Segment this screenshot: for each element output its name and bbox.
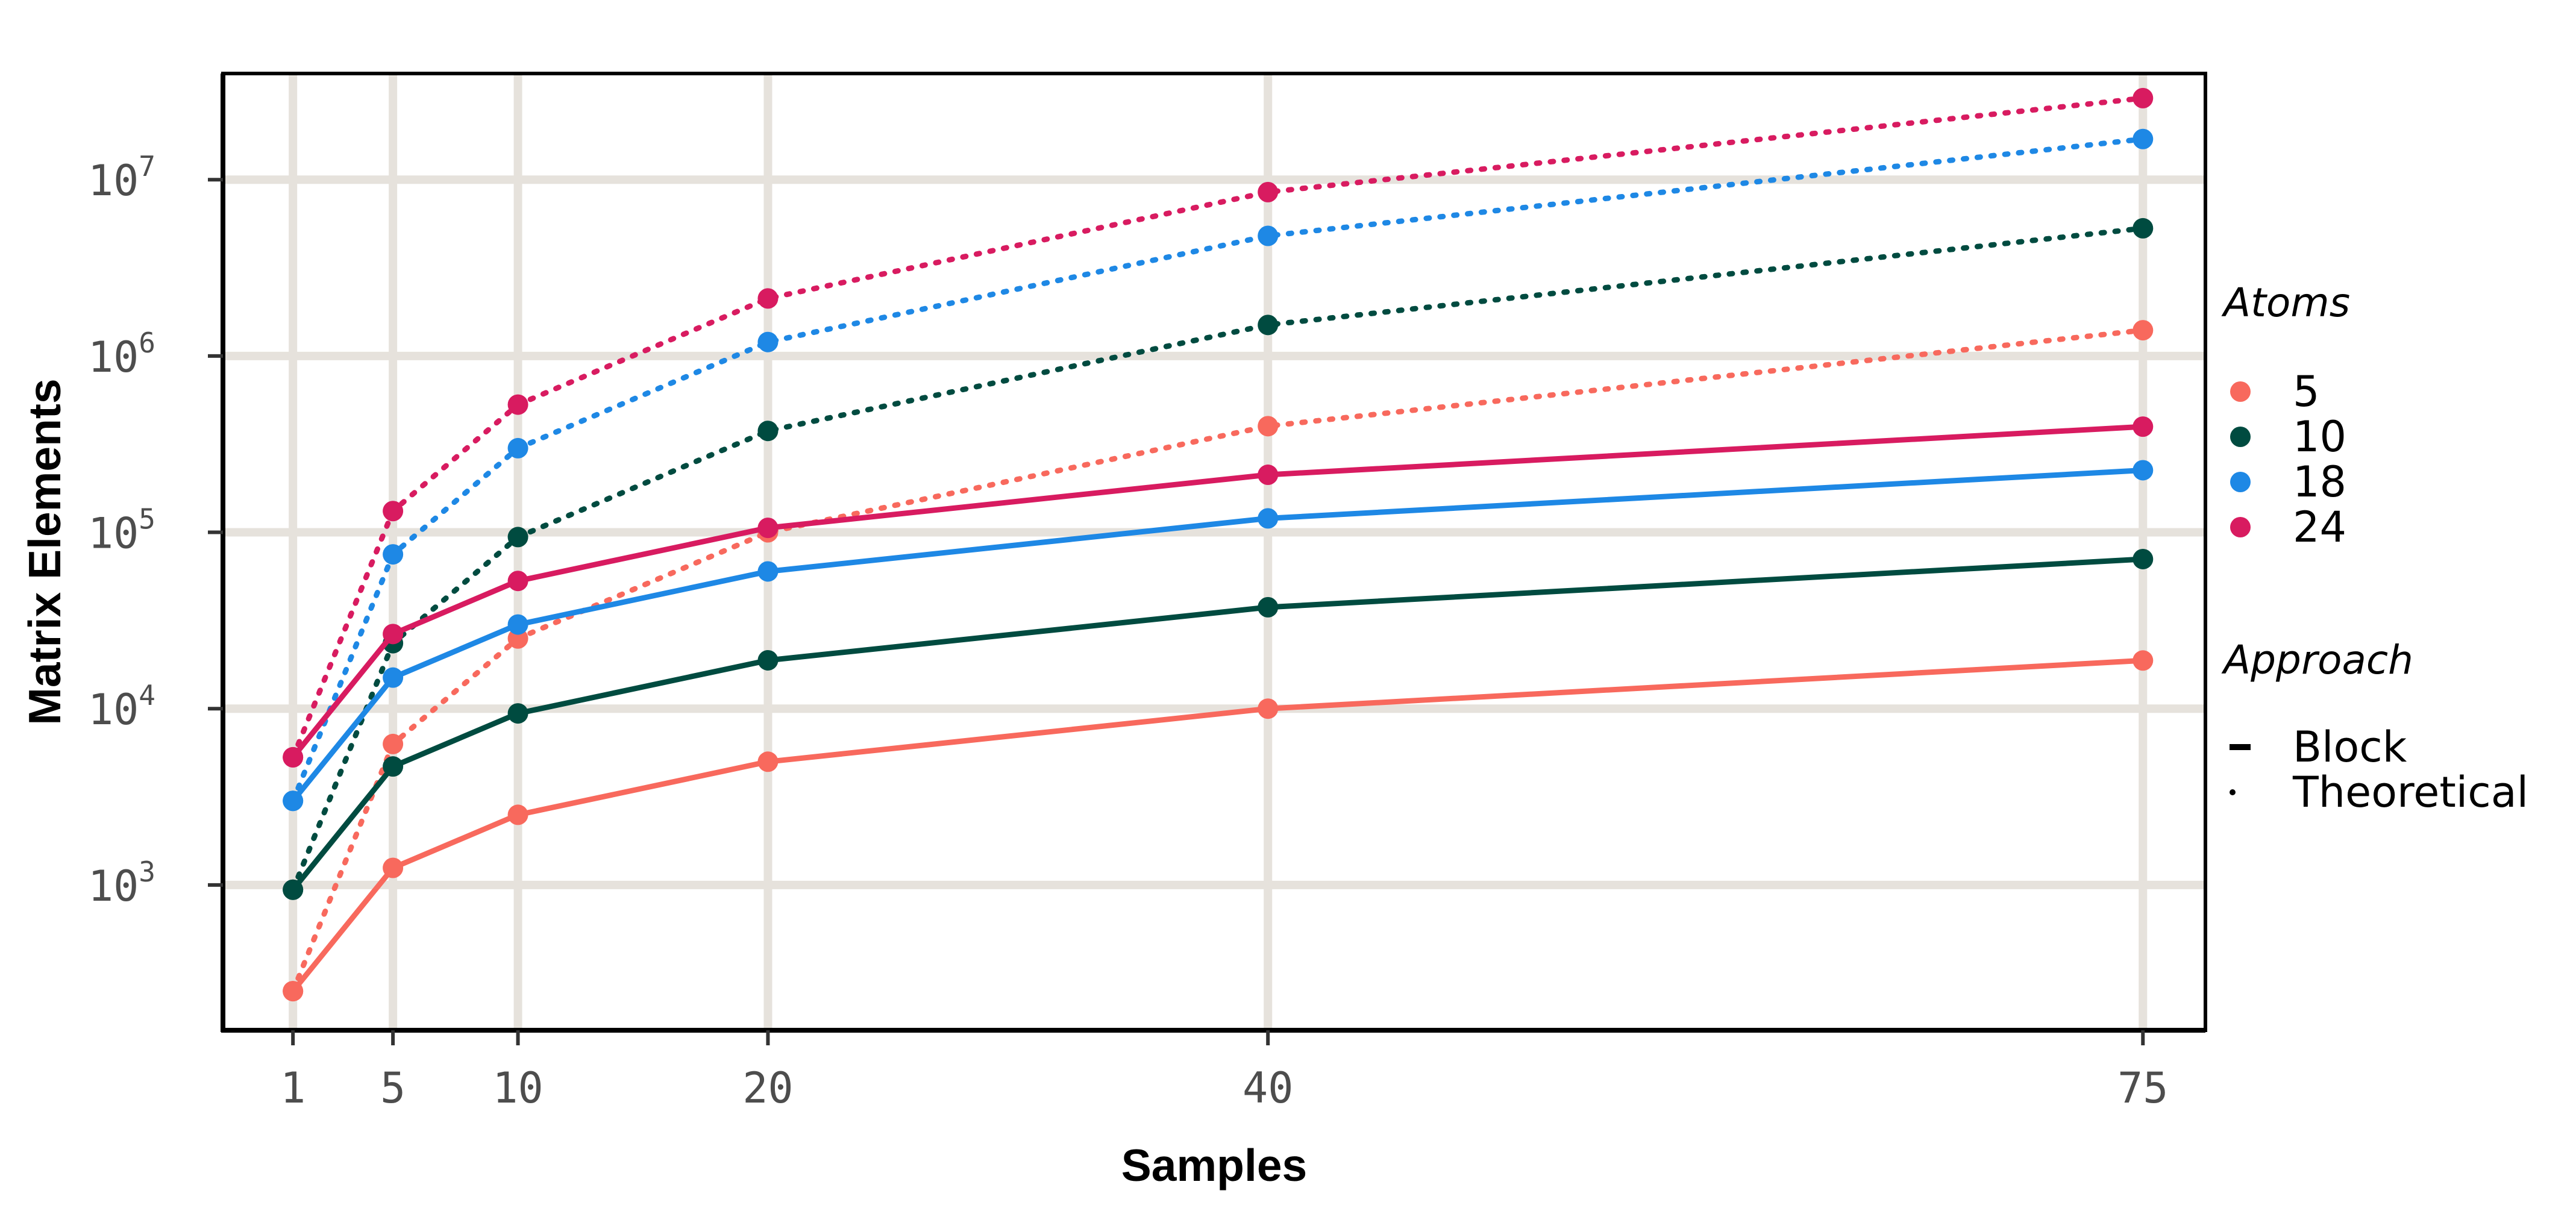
series-18-block <box>283 460 2154 812</box>
data-point <box>2133 320 2154 341</box>
legend-atoms-label: 18 <box>2293 457 2346 507</box>
series-line <box>290 225 2146 893</box>
y-tick-base: 10 <box>88 333 139 382</box>
x-tick-label: 1 <box>280 1063 306 1113</box>
series-line <box>290 95 2146 760</box>
data-point <box>1258 508 1279 529</box>
data-point <box>757 751 779 772</box>
y-tick-exponent: 6 <box>139 327 155 359</box>
data-point <box>2133 416 2154 437</box>
data-point <box>507 703 528 724</box>
data-point <box>283 879 304 900</box>
data-point <box>383 501 404 522</box>
data-point <box>507 437 528 458</box>
y-tick-exponent: 4 <box>139 679 155 712</box>
data-point <box>383 756 404 777</box>
data-point <box>507 614 528 635</box>
data-point <box>383 667 404 688</box>
data-point <box>1258 465 1279 486</box>
series-line <box>290 136 2146 804</box>
y-axis-title: Matrix Elements <box>19 378 70 725</box>
data-point <box>757 649 779 671</box>
series-5-block <box>283 650 2154 1002</box>
data-point <box>2133 548 2154 569</box>
data-point <box>507 571 528 592</box>
series-line <box>290 424 2143 759</box>
data-point <box>757 421 779 442</box>
x-tick-label: 20 <box>742 1063 793 1113</box>
legend-atoms-label: 5 <box>2293 367 2320 416</box>
data-point <box>1258 416 1279 437</box>
legend-atoms-key <box>2230 427 2251 447</box>
legend-atoms-title: Atoms <box>2221 280 2350 326</box>
y-tick-base: 10 <box>88 685 139 734</box>
data-point <box>507 527 528 548</box>
y-tick-base: 10 <box>88 156 139 205</box>
y-tick-label: 104 <box>88 679 155 734</box>
data-point <box>507 804 528 825</box>
x-tick-label: 40 <box>1243 1063 1293 1113</box>
data-point <box>383 544 404 565</box>
data-point <box>2133 128 2154 149</box>
data-point <box>283 790 304 812</box>
y-tick-label: 105 <box>88 503 155 559</box>
series-line <box>290 657 2143 993</box>
legend-approach-label: Block <box>2293 722 2407 772</box>
data-point <box>2133 650 2154 671</box>
series-line <box>290 556 2143 892</box>
data-point <box>283 981 304 1002</box>
x-axis-title: Samples <box>1121 1140 1308 1191</box>
data-point <box>1258 181 1279 202</box>
data-point <box>383 857 404 878</box>
data-point <box>757 288 779 309</box>
data-point <box>1258 596 1279 618</box>
data-point <box>757 518 779 539</box>
data-point <box>507 394 528 415</box>
x-tick-label: 75 <box>2117 1063 2168 1113</box>
y-tick-exponent: 3 <box>139 856 155 888</box>
data-point <box>283 746 304 768</box>
data-point <box>1258 225 1279 246</box>
legend-approach-label: Theoretical <box>2292 768 2528 817</box>
y-tick-label: 103 <box>88 856 155 911</box>
y-tick-exponent: 5 <box>139 503 155 536</box>
y-tick-label: 106 <box>88 327 155 382</box>
x-tick-label: 5 <box>380 1063 406 1113</box>
legend-atoms-key <box>2230 472 2251 492</box>
data-point <box>2133 460 2154 481</box>
x-tick-label: 10 <box>492 1063 543 1113</box>
data-point <box>383 624 404 645</box>
data-point <box>757 561 779 582</box>
y-tick-label: 107 <box>88 150 155 205</box>
series-line <box>290 468 2143 803</box>
series-10-block <box>283 548 2154 900</box>
data-point <box>1258 314 1279 336</box>
series-24-block <box>283 416 2154 768</box>
y-tick-base: 10 <box>88 862 139 911</box>
data-point <box>383 733 404 754</box>
legend-atoms-key <box>2230 517 2251 537</box>
data-point <box>757 331 779 352</box>
legend-atoms-label: 24 <box>2293 502 2346 552</box>
y-tick-exponent: 7 <box>139 150 155 183</box>
legend-atoms-label: 10 <box>2293 412 2346 462</box>
y-tick-base: 10 <box>88 509 139 559</box>
data-point <box>2133 217 2154 239</box>
legend-approach-title: Approach <box>2221 637 2413 683</box>
legend-atoms-key <box>2230 381 2251 402</box>
legend-approach-key <box>2230 789 2236 795</box>
data-point <box>2133 87 2154 108</box>
series-layer <box>283 87 2154 1002</box>
data-point <box>1258 698 1279 719</box>
